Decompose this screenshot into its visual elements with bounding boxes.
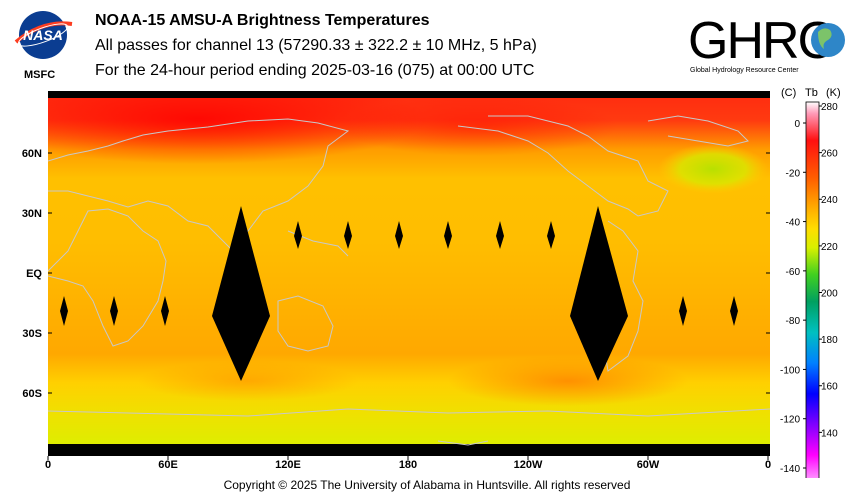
colorbar-celsius-tick: 0 [794,119,800,130]
nasa-logo-text: NASA [23,27,63,43]
colorbar-unit-tb: Tb [805,87,818,99]
page-title: NOAA-15 AMSU-A Brightness Temperatures [95,12,430,29]
nasa-logo: NASA [14,11,73,59]
no-data-band-south [48,444,770,456]
lon-label-180: 180 [399,459,417,471]
colorbar-celsius-tick: -40 [786,218,801,229]
colorbar-kelvin-tick: 240 [821,195,838,206]
colorbar-celsius-tick: -120 [780,415,800,426]
lat-label-eq: EQ [26,268,42,280]
lat-label-30s: 30S [22,328,42,340]
channel-subtitle: All passes for channel 13 (57290.33 ± 32… [95,37,537,54]
lon-label-120w: 120W [514,459,543,471]
colorbar-kelvin-tick: 200 [821,288,838,299]
colorbar-celsius-tick: -100 [780,365,800,376]
gap-diamond-large-west [570,206,628,381]
colorbar-ticks: 280 260 240 220 200 180 160 140 0 -20 -40 -60 -80 -10… [780,102,838,475]
lon-label-0-east: 0 [765,459,771,471]
ghrc-logo: GHRC Global Hydrology Resource Center [688,12,845,74]
lat-ticks [48,152,770,394]
lat-label-60s: 60S [22,388,42,400]
lon-label-60e: 60E [158,459,178,471]
lon-label-0-west: 0 [45,459,51,471]
colorbar-unit-celsius: (C) [781,87,796,99]
colorbar: (C) Tb (K) 280 260 240 220 200 180 160 140 0 -20 -… [780,87,841,478]
colorbar-kelvin-tick: 280 [821,102,838,113]
lat-label-60n: 60N [22,148,42,160]
colorbar-kelvin-tick: 180 [821,335,838,346]
ghrc-logo-subtext: Global Hydrology Resource Center [690,67,799,74]
lon-label-60w: 60W [637,459,660,471]
colorbar-kelvin-tick: 260 [821,149,838,160]
colorbar-celsius-tick: -60 [786,267,801,278]
no-data-band-north [48,91,770,98]
colorbar-kelvin-tick: 140 [821,428,838,439]
colorbar-kelvin-tick: 220 [821,242,838,253]
colorbar-kelvin-tick: 160 [821,382,838,393]
lon-label-120e: 120E [275,459,301,471]
ghrc-logo-text: GHRC [688,12,834,70]
colorbar-gradient [805,101,820,478]
gap-diamond-large-east [212,206,270,381]
colorbar-unit-kelvin: (K) [826,87,841,99]
copyright-notice: Copyright © 2025 The University of Alaba… [223,478,631,492]
period-subtitle: For the 24-hour period ending 2025-03-16… [95,62,535,79]
brightness-temperature-map [48,91,770,456]
msfc-label: MSFC [24,69,56,81]
coverage-gaps [60,206,738,381]
cold-anomaly [658,144,768,194]
colorbar-celsius-tick: -20 [786,168,801,179]
lat-label-30n: 30N [22,208,42,220]
colorbar-celsius-tick: -140 [780,464,800,475]
colorbar-celsius-tick: -80 [786,316,801,327]
